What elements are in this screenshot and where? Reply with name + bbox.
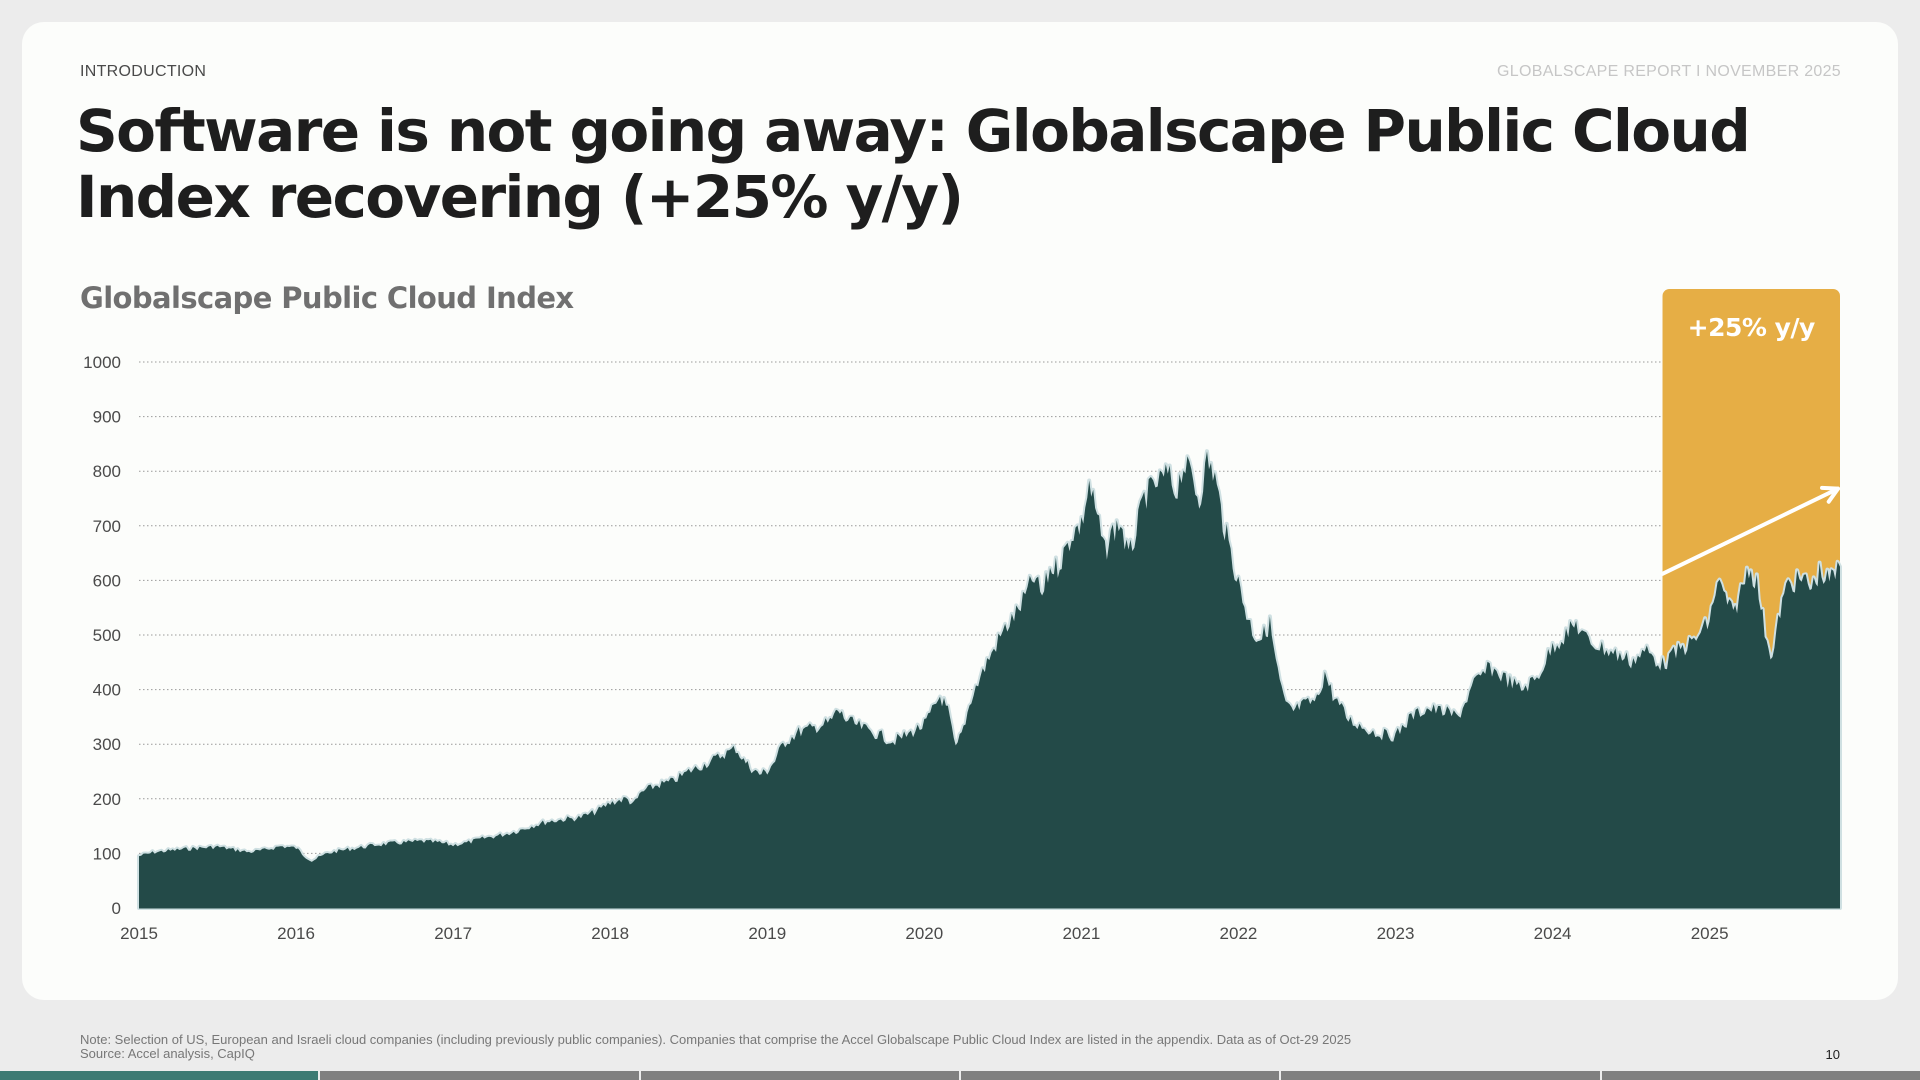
page-number: 10 (1825, 1047, 1840, 1062)
y-tick-label: 300 (93, 735, 121, 754)
x-tick-label: 2015 (120, 924, 158, 943)
progress-segment (960, 1071, 1282, 1080)
report-label: GLOBALSCAPE REPORT I NOVEMBER 2025 (1497, 63, 1841, 80)
x-tick-label: 2025 (1691, 924, 1729, 943)
y-tick-label: 400 (93, 681, 121, 700)
x-tick-label: 2024 (1534, 924, 1572, 943)
y-tick-label: 0 (112, 899, 121, 918)
y-tick-label: 200 (93, 790, 121, 809)
arrow-layer (1660, 485, 1840, 576)
footnote: Note: Selection of US, European and Isra… (80, 1033, 1351, 1061)
progress-segment (1281, 1071, 1602, 1080)
area-layer (137, 449, 1842, 910)
progress-segment (0, 1071, 321, 1080)
trend-arrow (1660, 486, 1840, 576)
y-tick-label: 1000 (83, 353, 121, 372)
progress-segment (640, 1071, 961, 1080)
y-tick-label: 800 (93, 462, 121, 481)
x-tick-label: 2021 (1062, 924, 1100, 943)
highlight-label: +25% y/y (1688, 313, 1815, 342)
footnote-source: Source: Accel analysis, CapIQ (80, 1046, 255, 1061)
y-tick-label: 600 (93, 571, 121, 590)
y-tick-label: 700 (93, 517, 121, 536)
page-title: Software is not going away: Globalscape … (76, 97, 1751, 231)
section-label: INTRODUCTION (80, 63, 207, 80)
progress-segment (1601, 1071, 1920, 1080)
slide-progress-bar (0, 1071, 1920, 1080)
trend-arrow-head (1820, 485, 1840, 504)
series-area (139, 451, 1840, 908)
chart-title: Globalscape Public Cloud Index (80, 281, 574, 315)
x-tick-label: 2018 (591, 924, 629, 943)
x-tick-label: 2016 (277, 924, 315, 943)
x-tick-label: 2022 (1220, 924, 1258, 943)
label-layer: 0 100 200 300 400 500 600 700 800 900 1000 2015 2016… (83, 313, 1815, 943)
x-tick-label: 2023 (1377, 924, 1415, 943)
y-tick-label: 900 (93, 408, 121, 427)
progress-segment (320, 1071, 641, 1080)
footnote-note: Note: Selection of US, European and Isra… (80, 1032, 1352, 1047)
x-tick-label: 2019 (748, 924, 786, 943)
x-tick-label: 2017 (434, 924, 472, 943)
y-tick-label: 100 (93, 844, 121, 863)
y-tick-label: 500 (93, 626, 121, 645)
x-tick-label: 2020 (905, 924, 943, 943)
